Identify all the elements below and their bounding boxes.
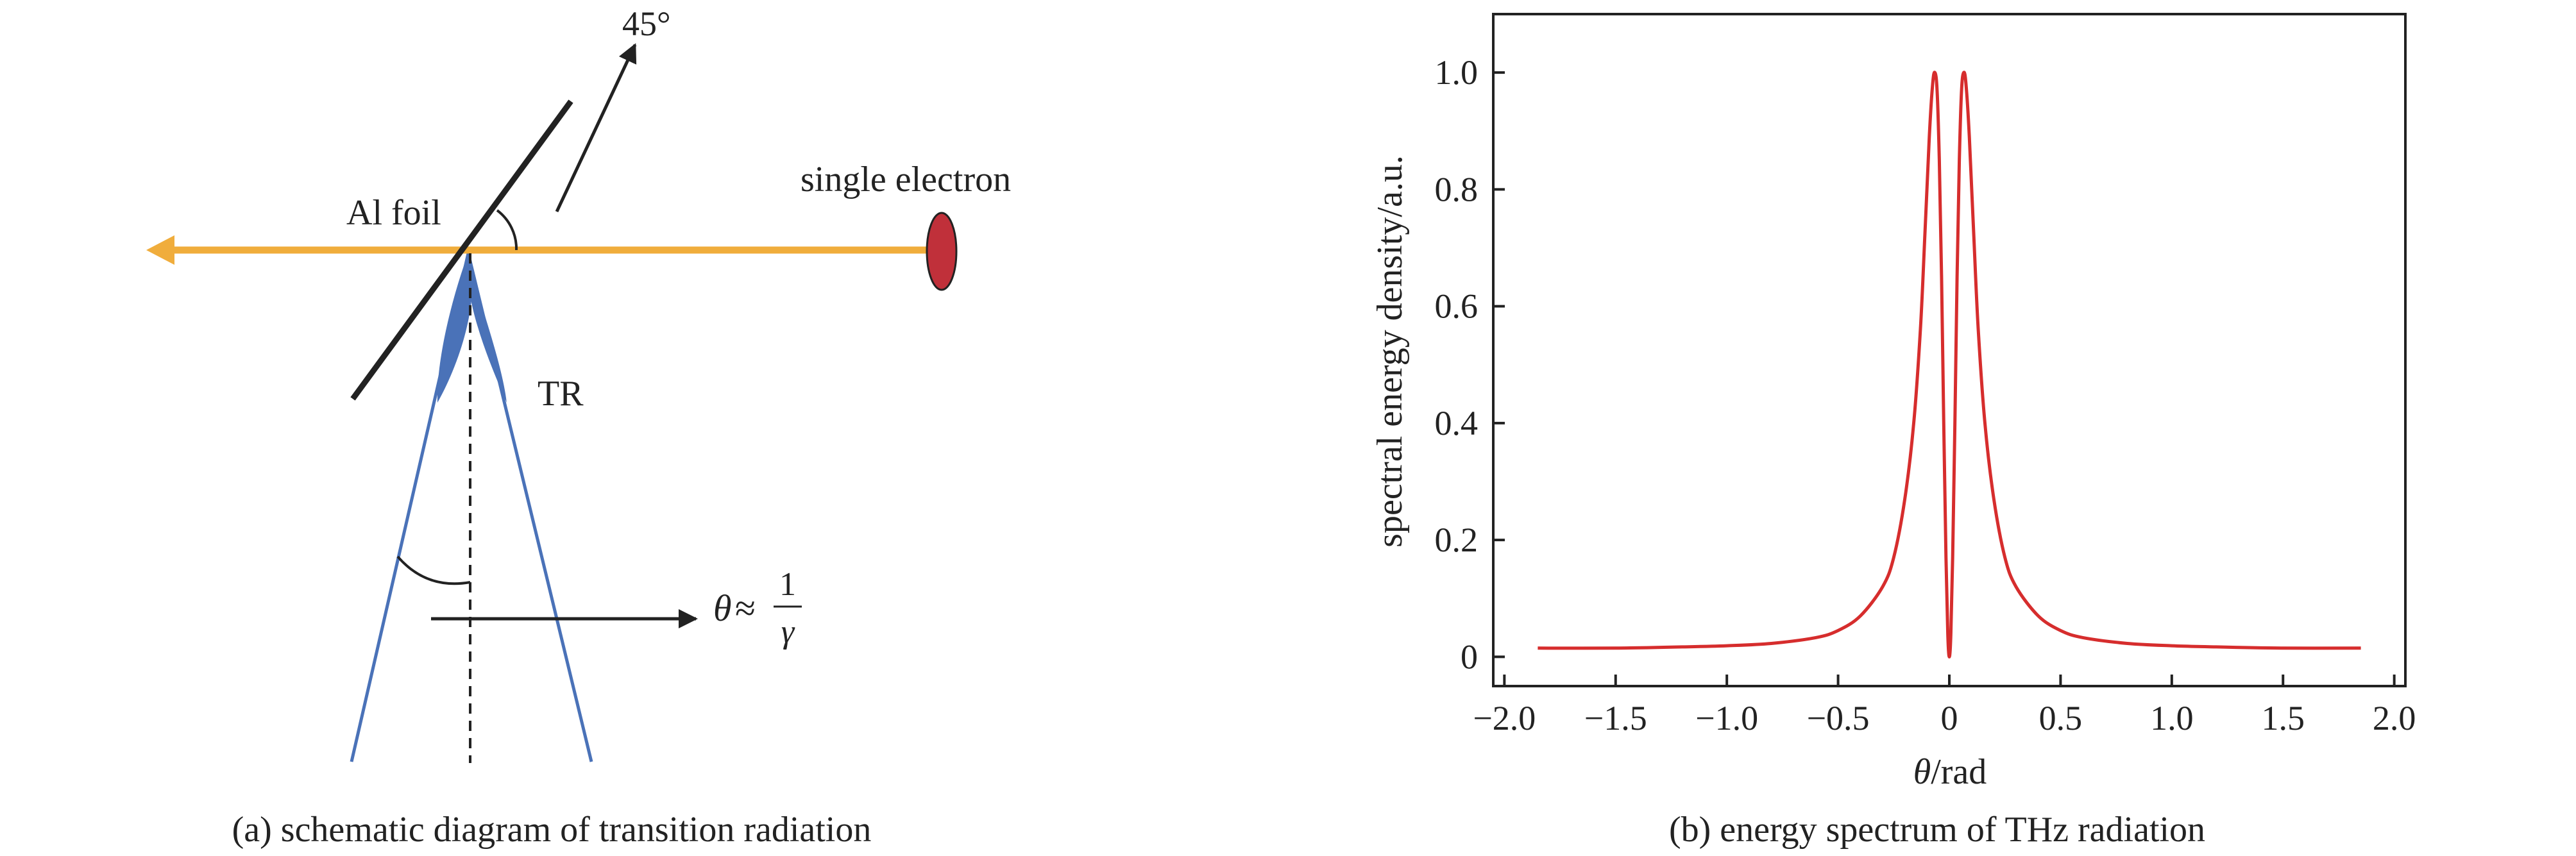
label-tr: TR xyxy=(538,374,584,414)
spectrum-series-line xyxy=(1538,71,2361,659)
beam-arrow-head xyxy=(146,235,174,265)
y-tick-label: 0.4 xyxy=(1435,404,1479,442)
label-single-electron: single electron xyxy=(801,160,1011,199)
y-tick-label: 0.6 xyxy=(1435,287,1479,326)
x-tick-label: −1.5 xyxy=(1584,699,1647,737)
label-45-degree: 45° xyxy=(622,4,671,43)
x-tick-label: −1.0 xyxy=(1695,699,1758,737)
y-axis-label: spectral energy density/a.u. xyxy=(1370,155,1410,548)
x-tick-label: 2.0 xyxy=(2373,699,2416,737)
label-approx: ≈ xyxy=(735,587,756,629)
single-electron xyxy=(926,212,958,291)
y-tick-label: 0.2 xyxy=(1435,521,1479,559)
y-tick-label: 0 xyxy=(1461,637,1478,676)
x-axis-label-symbol: θ xyxy=(1913,752,1931,792)
y-tick-label: 1.0 xyxy=(1435,53,1479,92)
x-axis-label-unit: /rad xyxy=(1931,752,1987,792)
x-axis: −2.0 −1.5 −1.0 −0.5 0 0.5 1.0 1.5 2.0 xyxy=(1473,675,2416,737)
schematic-panel: 45° single electron Al foil TR θ ≈ 1 γ (… xyxy=(146,4,1011,850)
spectrum-panel: 0 0.2 0.4 0.6 0.8 1.0 −2.0 −1.5 −1.0 −0.5 0 0.5 1.0… xyxy=(1370,13,2416,850)
x-tick-label: −0.5 xyxy=(1807,699,1870,737)
label-fraction-denominator: γ xyxy=(781,614,795,650)
label-al-foil: Al foil xyxy=(346,193,441,233)
x-tick-label: 0.5 xyxy=(2039,699,2083,737)
y-tick-label: 0.8 xyxy=(1435,170,1479,208)
angle-arc-45 xyxy=(496,209,518,251)
label-theta: θ xyxy=(713,587,732,629)
label-fraction-numerator: 1 xyxy=(779,566,796,603)
plot-frame xyxy=(1492,13,2407,687)
al-foil xyxy=(350,99,573,401)
x-tick-label: 0 xyxy=(1941,699,1958,737)
y-axis: 0 0.2 0.4 0.6 0.8 1.0 xyxy=(1435,53,1505,676)
x-tick-label: 1.5 xyxy=(2261,699,2305,737)
tr-lobe-left xyxy=(437,253,473,403)
caption-b: (b) energy spectrum of THz radiation xyxy=(1669,810,2205,850)
tr-lobe-right xyxy=(467,253,507,403)
x-tick-label: 1.0 xyxy=(2150,699,2194,737)
angle-arrow-45 xyxy=(555,43,637,213)
x-axis-label: θ/rad xyxy=(1913,752,1987,792)
caption-a: (a) schematic diagram of transition radi… xyxy=(232,810,872,850)
theta-angle-arc xyxy=(396,555,471,585)
x-tick-label: −2.0 xyxy=(1473,699,1536,737)
